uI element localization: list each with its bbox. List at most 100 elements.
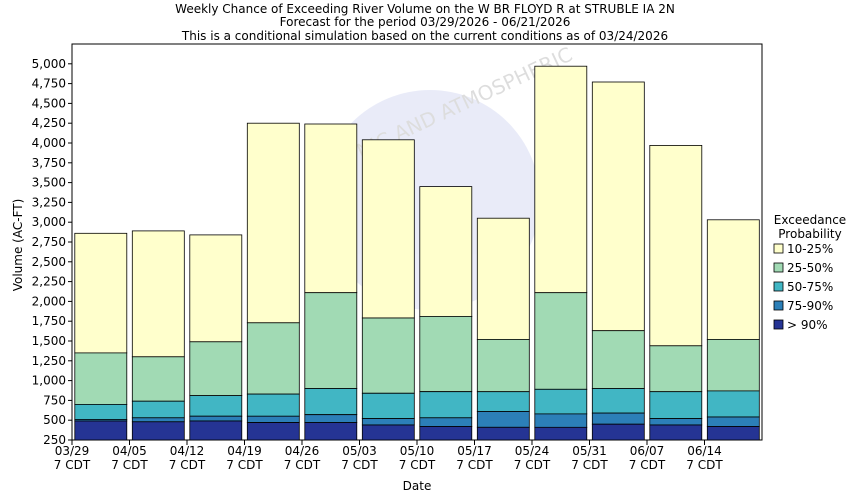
y-tick-label: 4,250 <box>32 116 66 130</box>
bar-segment <box>361 139 415 319</box>
bar-segment <box>74 232 128 354</box>
legend-label: 10-25% <box>787 242 833 256</box>
bar-segment <box>476 391 530 412</box>
bar-segment <box>74 352 128 405</box>
x-tick-label-date: 04/05 <box>112 444 147 458</box>
y-tick-label: 500 <box>43 413 66 427</box>
bar-segment <box>649 144 703 347</box>
bar-segment <box>304 388 358 416</box>
x-tick-label-tz: 7 CDT <box>456 458 493 472</box>
x-tick-label-date: 05/03 <box>342 444 377 458</box>
x-tick-label-date: 05/17 <box>457 444 492 458</box>
chart-title: Weekly Chance of Exceeding River Volume … <box>175 2 675 43</box>
y-tick-label: 3,500 <box>32 176 66 190</box>
bar-segment <box>591 388 645 414</box>
title-line-3: This is a conditional simulation based o… <box>181 29 668 43</box>
bar-segment <box>189 341 243 397</box>
legend-swatch <box>773 281 784 292</box>
x-tick-label-date: 04/12 <box>170 444 205 458</box>
y-axis: 250 500 750 1,000 1,250 1,500 1,750 2,000 2,250 2… <box>32 57 72 447</box>
legend-swatch <box>773 243 784 254</box>
bar-segment <box>74 403 128 420</box>
legend-title-line-1: Exceedance <box>774 213 846 227</box>
legend-items: 10-25% 25-50% 50-75% 75-90% > 90% <box>773 242 833 332</box>
bar-segment <box>649 391 703 420</box>
bar-segment <box>591 81 645 332</box>
y-tick-label: 750 <box>43 393 66 407</box>
bar-segment <box>649 418 703 426</box>
x-tick-label-date: 04/19 <box>227 444 262 458</box>
y-tick-label: 2,250 <box>32 275 66 289</box>
bar-segment <box>476 338 530 393</box>
bar-segment <box>706 338 760 392</box>
x-tick-label-date: 06/14 <box>687 444 722 458</box>
bar-segment <box>189 420 243 441</box>
legend-label: > 90% <box>787 318 828 332</box>
y-tick-label: 2,750 <box>32 235 66 249</box>
x-tick-label-tz: 7 CDT <box>226 458 263 472</box>
y-axis-label: Volume (AC-FT) <box>11 199 25 292</box>
y-tick-label: 3,750 <box>32 156 66 170</box>
legend-label: 50-75% <box>787 280 833 294</box>
bar-segment <box>131 417 185 423</box>
bar-segment <box>304 292 358 389</box>
bar-segment <box>131 356 185 402</box>
y-tick-label: 1,500 <box>32 334 66 348</box>
bar-segment <box>361 424 415 441</box>
legend-swatch <box>773 262 784 273</box>
x-tick-label-tz: 7 CDT <box>629 458 666 472</box>
bar-segment <box>419 391 473 419</box>
y-tick-label: 2,500 <box>32 255 66 269</box>
bar-segment <box>706 219 760 340</box>
y-tick-label: 1,250 <box>32 354 66 368</box>
bar-segment <box>419 426 473 441</box>
bar-segment <box>649 424 703 441</box>
bar-segment <box>591 330 645 389</box>
bar-segment <box>534 388 588 415</box>
x-tick-label-tz: 7 CDT <box>514 458 551 472</box>
x-axis-label: Date <box>403 479 432 493</box>
x-tick-label-date: 05/10 <box>400 444 435 458</box>
y-tick-label: 4,000 <box>32 136 66 150</box>
y-tick-label: 4,750 <box>32 77 66 91</box>
x-tick-label-date: 05/24 <box>515 444 550 458</box>
bar-segment <box>419 417 473 427</box>
y-tick-label: 4,500 <box>32 96 66 110</box>
bar-segment <box>361 418 415 426</box>
bar-segment <box>304 414 358 424</box>
bar-segment <box>246 415 300 423</box>
y-tick-label: 1,000 <box>32 374 66 388</box>
legend-label: 25-50% <box>787 261 833 275</box>
x-tick-label-tz: 7 CDT <box>571 458 608 472</box>
bar-segment <box>74 420 128 441</box>
x-tick-label-date: 04/26 <box>285 444 320 458</box>
bar-segment <box>534 413 588 428</box>
y-tick-label: 3,250 <box>32 195 66 209</box>
bar-segment <box>361 392 415 419</box>
x-tick-label-tz: 7 CDT <box>169 458 206 472</box>
bar-segment <box>476 411 530 428</box>
x-tick-label-tz: 7 CDT <box>399 458 436 472</box>
bar-segment <box>706 426 760 441</box>
bar-segment <box>476 426 530 441</box>
bar-segment <box>706 390 760 418</box>
bar-segment <box>246 322 300 395</box>
bar-segment <box>419 315 473 392</box>
x-tick-label-date: 05/31 <box>572 444 607 458</box>
plot-area <box>71 43 763 441</box>
title-line-1: Weekly Chance of Exceeding River Volume … <box>175 2 675 16</box>
x-tick-label-tz: 7 CDT <box>284 458 321 472</box>
y-tick-label: 2,000 <box>32 294 66 308</box>
bar-segment <box>706 416 760 427</box>
bar-segment <box>246 122 300 324</box>
bar-segment <box>534 65 588 294</box>
y-tick-label: 1,750 <box>32 314 66 328</box>
legend: Exceedance Probability 10-25% 25-50% 50-75… <box>773 213 846 332</box>
y-tick-label: 5,000 <box>32 57 66 71</box>
x-tick-label-date: 06/07 <box>630 444 665 458</box>
bar-segment <box>246 422 300 441</box>
bar-segment <box>189 415 243 422</box>
bar-segment <box>131 400 185 419</box>
